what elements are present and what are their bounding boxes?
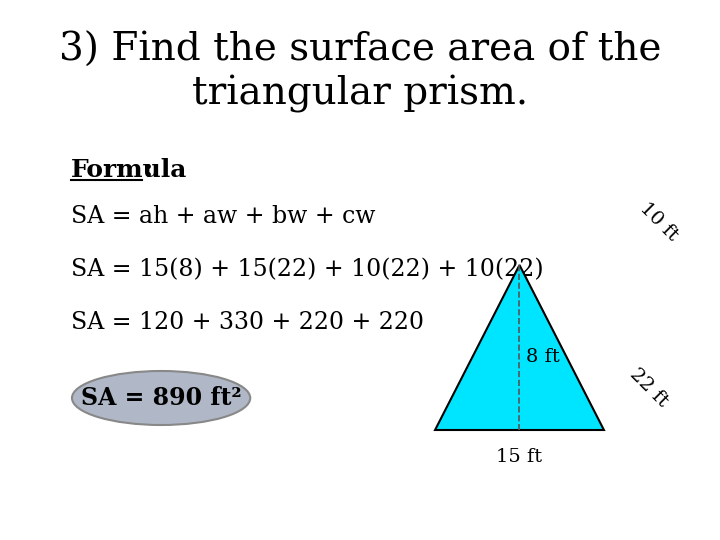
Text: :: : <box>143 158 153 182</box>
Ellipse shape <box>72 371 251 425</box>
Text: triangular prism.: triangular prism. <box>192 75 528 113</box>
Text: 10 ft: 10 ft <box>636 199 681 245</box>
Text: SA = 890 ft²: SA = 890 ft² <box>81 386 241 410</box>
Text: 15 ft: 15 ft <box>496 448 543 466</box>
Text: 8 ft: 8 ft <box>526 348 560 367</box>
Polygon shape <box>435 265 604 430</box>
Text: Formula: Formula <box>71 158 187 182</box>
Text: SA = 120 + 330 + 220 + 220: SA = 120 + 330 + 220 + 220 <box>71 311 424 334</box>
Text: SA = 15(8) + 15(22) + 10(22) + 10(22): SA = 15(8) + 15(22) + 10(22) + 10(22) <box>71 258 544 281</box>
Text: 3) Find the surface area of the: 3) Find the surface area of the <box>59 32 661 69</box>
Text: 22 ft: 22 ft <box>626 366 672 411</box>
Text: SA = ah + aw + bw + cw: SA = ah + aw + bw + cw <box>71 205 376 228</box>
